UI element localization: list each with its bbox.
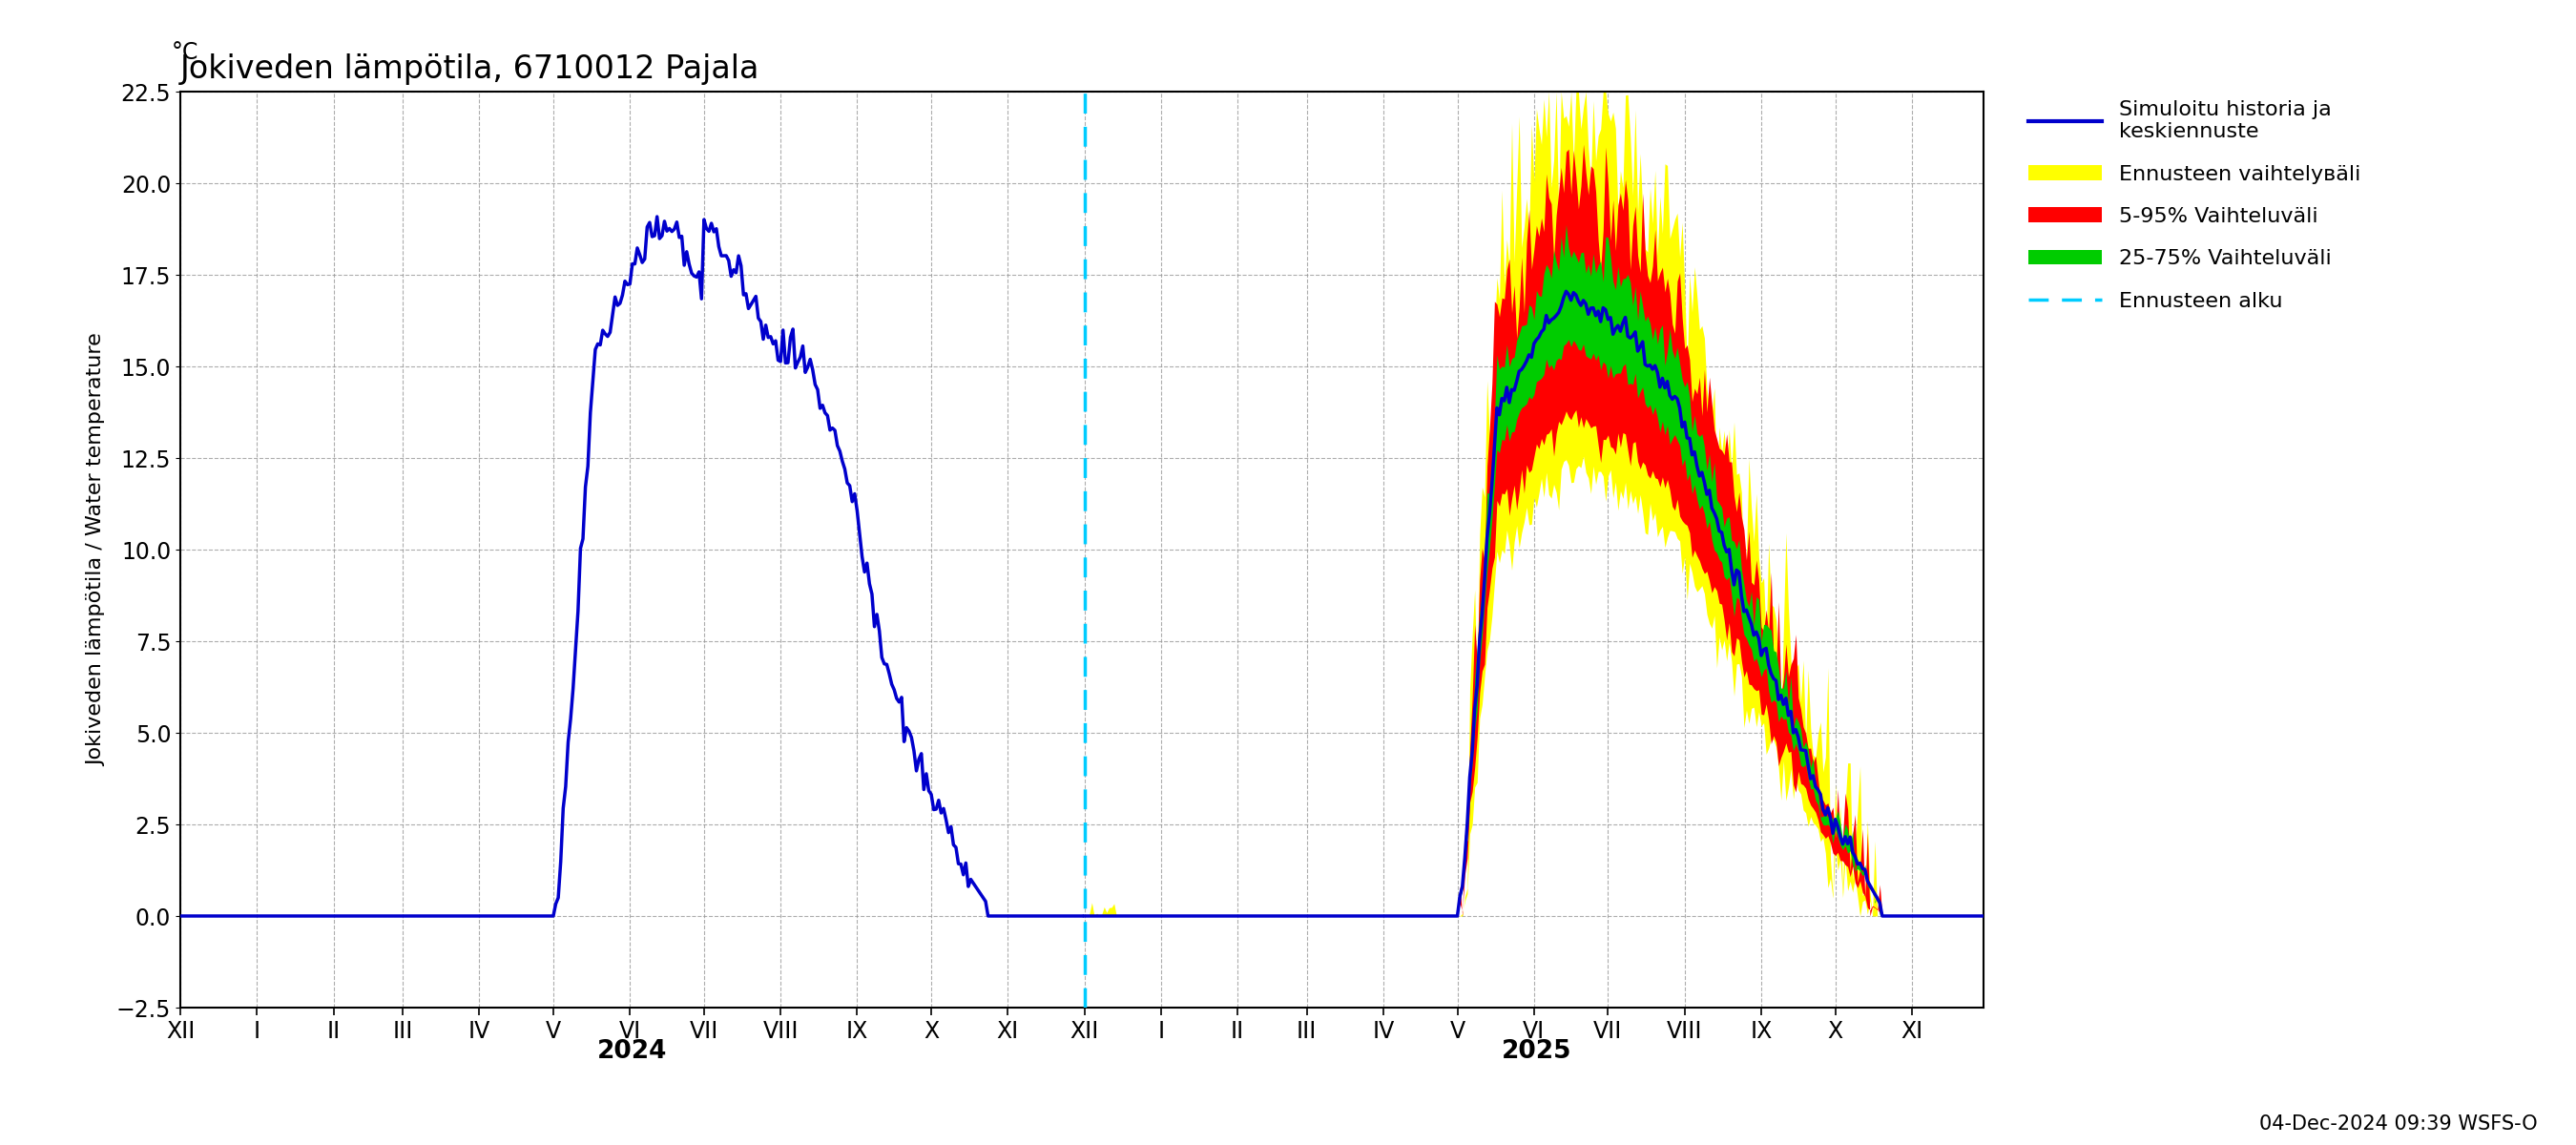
Text: Jokiveden lämpötila, 6710012 Pajala: Jokiveden lämpötila, 6710012 Pajala (180, 54, 760, 85)
Text: 04-Dec-2024 09:39 WSFS-O: 04-Dec-2024 09:39 WSFS-O (2259, 1114, 2537, 1134)
Legend: Simuloitu historia ja
keskiennuste, Ennusteen vaihtelувäli, 5-95% Vaihteluväli, : Simuloitu historia ja keskiennuste, Ennu… (2020, 92, 2370, 319)
Text: °C: °C (173, 41, 198, 64)
Y-axis label: Jokiveden lämpötila / Water temperature: Jokiveden lämpötila / Water temperature (88, 333, 106, 766)
Text: 2025: 2025 (1502, 1039, 1571, 1064)
Text: 2024: 2024 (598, 1039, 667, 1064)
